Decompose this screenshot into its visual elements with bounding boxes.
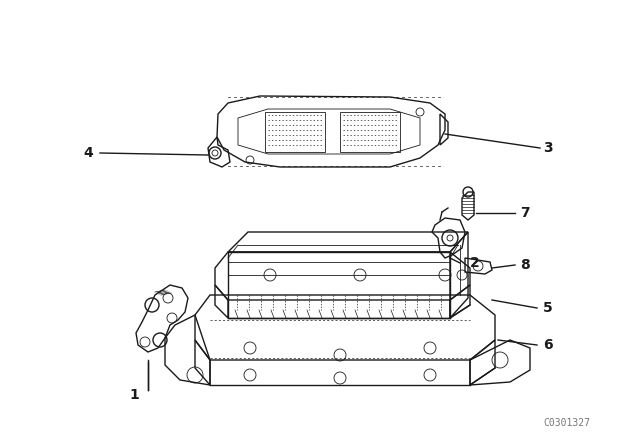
- Text: 1: 1: [129, 388, 139, 402]
- Text: 5: 5: [543, 301, 553, 315]
- Text: 7: 7: [520, 206, 530, 220]
- Text: 3: 3: [543, 141, 553, 155]
- Text: 8: 8: [520, 258, 530, 272]
- Text: 2: 2: [470, 256, 480, 270]
- Text: C0301327: C0301327: [543, 418, 590, 428]
- Text: 4: 4: [83, 146, 93, 160]
- Text: 6: 6: [543, 338, 553, 352]
